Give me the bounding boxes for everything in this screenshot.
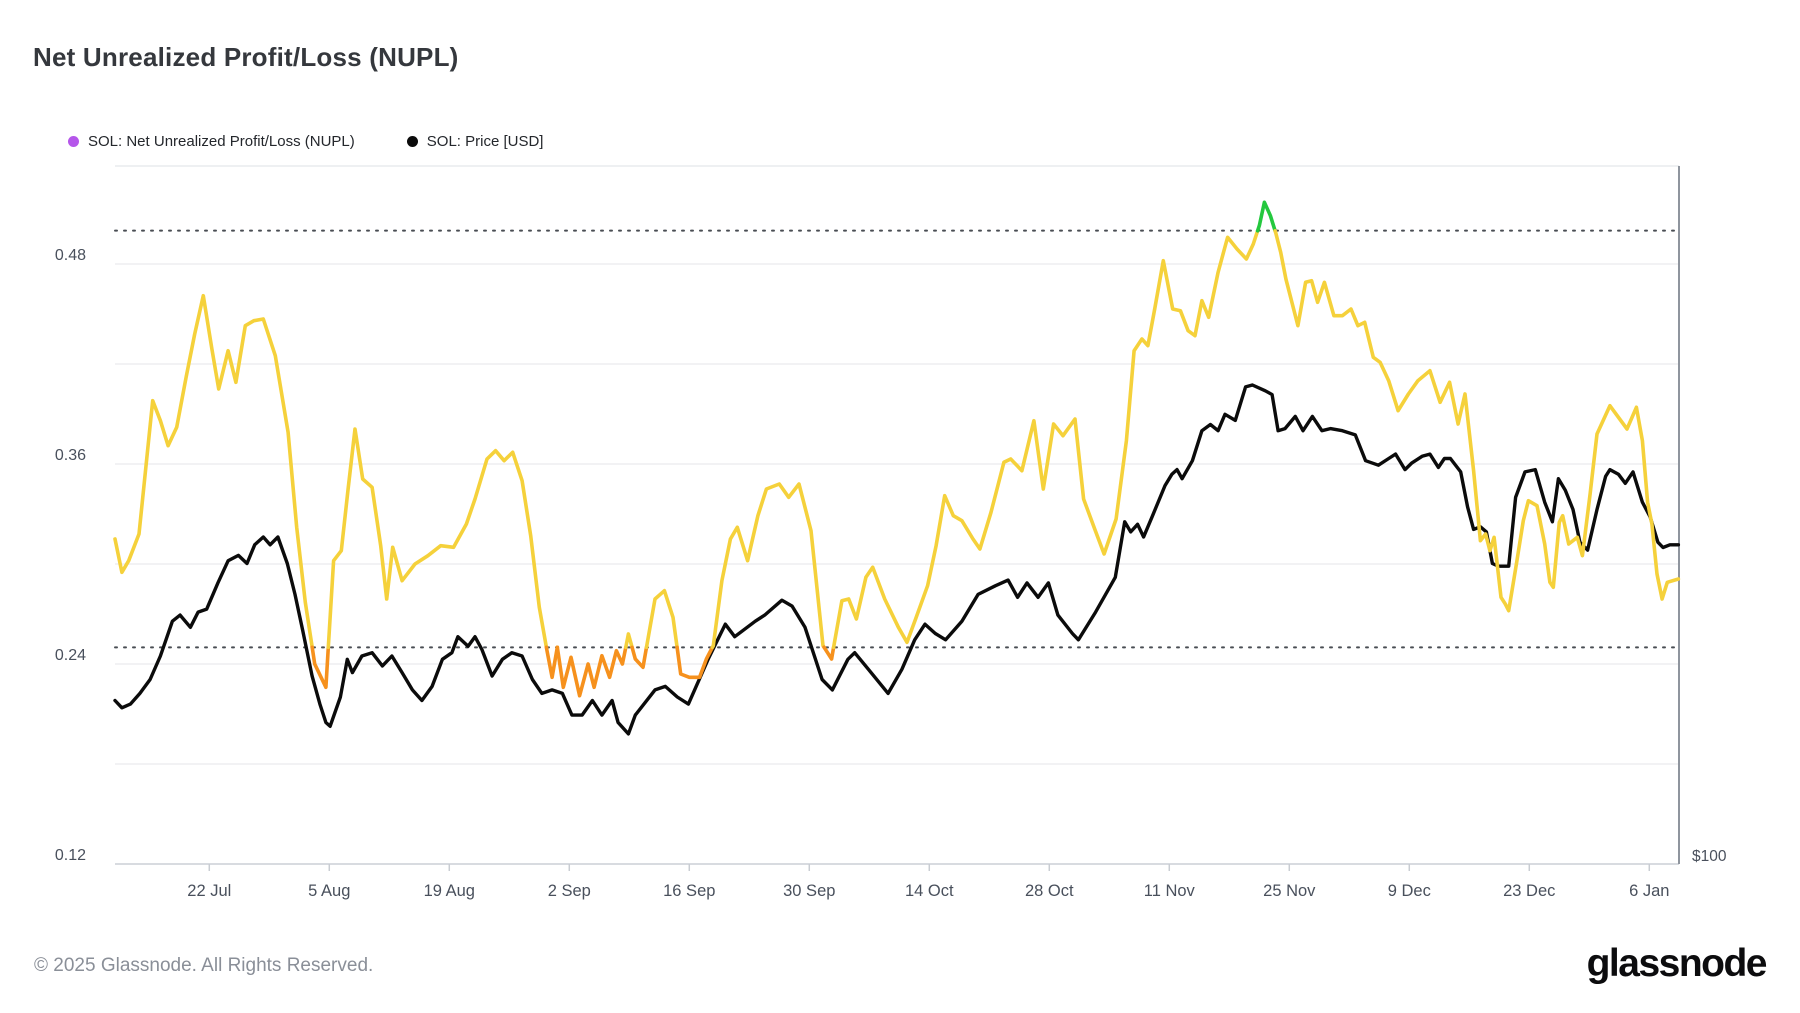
x-axis-label: 9 Dec: [1388, 882, 1431, 900]
x-axis-label: 19 Aug: [424, 882, 475, 900]
price-axis-label: $100: [1692, 848, 1727, 865]
y-axis-label: 0.12: [55, 847, 86, 864]
legend: SOL: Net Unrealized Profit/Loss (NUPL) S…: [68, 133, 543, 150]
nupl-line-segment: [555, 645, 628, 698]
nupl-line-segment: [1273, 229, 1681, 613]
nupl-line-segment: [623, 632, 634, 650]
page-title: Net Unrealized Profit/Loss (NUPL): [33, 42, 459, 72]
legend-label-nupl: SOL: Net Unrealized Profit/Loss (NUPL): [88, 133, 355, 150]
y-axis-label: 0.48: [55, 247, 86, 264]
x-axis-label: 30 Sep: [783, 882, 835, 900]
price-line: [113, 383, 1681, 736]
x-axis-label: 2 Sep: [548, 882, 591, 900]
nupl-legend-dot-icon: [68, 136, 79, 147]
x-axis-label: 16 Sep: [663, 882, 715, 900]
price-legend-dot-icon: [406, 136, 418, 147]
nupl-line-segment: [831, 229, 1260, 650]
x-axis-label: 25 Nov: [1263, 882, 1316, 900]
copyright-text: © 2025 Glassnode. All Rights Reserved.: [34, 955, 374, 976]
nupl-line-segment: [113, 293, 315, 650]
x-axis-label: 5 Aug: [308, 882, 350, 900]
nupl-line-segment: [822, 645, 836, 661]
x-axis-label: 11 Nov: [1144, 882, 1196, 900]
y-axis-label: 0.36: [55, 447, 86, 464]
x-axis-label: 22 Jul: [187, 882, 231, 900]
y-axis-label: 0.24: [55, 647, 86, 664]
nupl-line-segment: [630, 645, 649, 670]
legend-item-nupl[interactable]: SOL: Net Unrealized Profit/Loss (NUPL): [68, 133, 355, 150]
nupl-line-segment: [1255, 200, 1277, 233]
x-axis-label: 28 Oct: [1025, 882, 1074, 900]
glassnode-logo: glassnode: [1586, 942, 1768, 985]
nupl-line-segment: [710, 482, 826, 650]
legend-item-price[interactable]: SOL: Price [USD]: [406, 133, 544, 150]
legend-label-price: SOL: Price [USD]: [426, 133, 544, 150]
nupl-line-segment: [644, 588, 679, 650]
nupl-line-segment: [544, 645, 560, 680]
x-axis-label: 6 Jan: [1629, 882, 1669, 900]
nupl-line-segment: [310, 645, 331, 690]
nupl-line-segment: [326, 427, 549, 650]
x-axis-label: 14 Oct: [905, 882, 954, 900]
x-axis-label: 23 Dec: [1503, 882, 1555, 900]
nupl-line-segment: [675, 645, 715, 680]
